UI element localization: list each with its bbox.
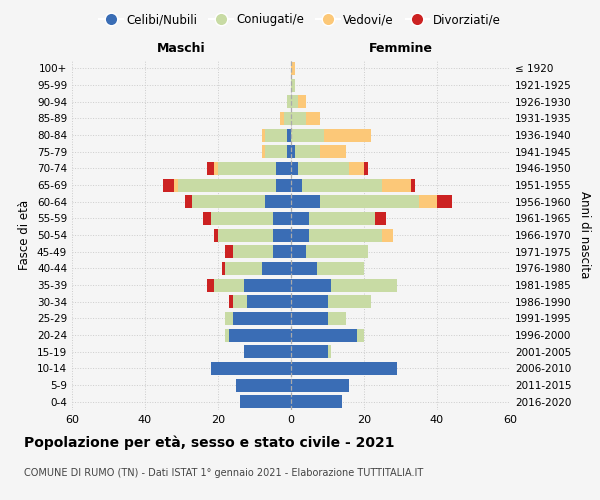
Bar [214, 162, 218, 175]
Bar [320, 195, 419, 208]
Bar [185, 195, 193, 208]
Bar [262, 128, 265, 141]
Bar [226, 312, 233, 325]
Bar [273, 245, 291, 258]
Bar [277, 178, 291, 192]
Bar [320, 145, 346, 158]
Bar [298, 95, 305, 108]
Legend: Celibi/Nubili, Coniugati/e, Vedovi/e, Divorziati/e: Celibi/Nubili, Coniugati/e, Vedovi/e, Di… [95, 8, 505, 31]
Y-axis label: Fasce di età: Fasce di età [19, 200, 31, 270]
Bar [375, 212, 386, 225]
Bar [291, 145, 295, 158]
Bar [331, 278, 397, 291]
Bar [218, 162, 277, 175]
Bar [364, 162, 368, 175]
Bar [437, 195, 452, 208]
Y-axis label: Anni di nascita: Anni di nascita [578, 192, 591, 278]
Bar [229, 328, 291, 342]
Bar [295, 145, 320, 158]
Bar [412, 178, 415, 192]
Bar [302, 178, 382, 192]
Bar [291, 178, 302, 192]
Bar [291, 228, 309, 241]
Bar [244, 345, 291, 358]
Bar [291, 362, 397, 375]
Bar [291, 195, 320, 208]
Bar [382, 178, 412, 192]
Bar [262, 145, 265, 158]
Bar [291, 128, 324, 141]
Bar [244, 278, 291, 291]
Bar [291, 345, 328, 358]
Bar [291, 78, 295, 92]
Bar [291, 212, 309, 225]
Bar [328, 345, 331, 358]
Bar [265, 195, 291, 208]
Bar [291, 395, 342, 408]
Bar [324, 128, 371, 141]
Bar [193, 195, 265, 208]
Bar [328, 312, 346, 325]
Bar [287, 145, 291, 158]
Bar [233, 312, 291, 325]
Bar [207, 162, 214, 175]
Bar [207, 278, 214, 291]
Bar [211, 212, 273, 225]
Bar [265, 128, 287, 141]
Bar [291, 328, 356, 342]
Bar [262, 262, 291, 275]
Text: COMUNE DI RUMO (TN) - Dati ISTAT 1° gennaio 2021 - Elaborazione TUTTITALIA.IT: COMUNE DI RUMO (TN) - Dati ISTAT 1° genn… [24, 468, 423, 477]
Bar [287, 128, 291, 141]
Text: Popolazione per età, sesso e stato civile - 2021: Popolazione per età, sesso e stato civil… [24, 435, 395, 450]
Bar [221, 262, 226, 275]
Bar [174, 178, 178, 192]
Text: Femmine: Femmine [368, 42, 433, 55]
Bar [273, 228, 291, 241]
Bar [273, 212, 291, 225]
Bar [317, 262, 364, 275]
Bar [236, 378, 291, 392]
Bar [163, 178, 174, 192]
Bar [233, 245, 273, 258]
Bar [356, 328, 364, 342]
Bar [203, 212, 211, 225]
Bar [305, 112, 320, 125]
Bar [226, 245, 233, 258]
Bar [287, 95, 291, 108]
Bar [305, 245, 368, 258]
Bar [309, 228, 382, 241]
Bar [298, 162, 349, 175]
Bar [291, 295, 328, 308]
Bar [309, 212, 375, 225]
Bar [265, 145, 287, 158]
Bar [178, 178, 277, 192]
Bar [382, 228, 393, 241]
Bar [277, 162, 291, 175]
Bar [291, 112, 305, 125]
Bar [291, 278, 331, 291]
Bar [211, 362, 291, 375]
Bar [218, 228, 273, 241]
Bar [233, 295, 247, 308]
Text: Maschi: Maschi [157, 42, 206, 55]
Bar [349, 162, 364, 175]
Bar [291, 262, 317, 275]
Bar [419, 195, 437, 208]
Bar [280, 112, 284, 125]
Bar [247, 295, 291, 308]
Bar [291, 62, 295, 75]
Bar [291, 378, 349, 392]
Bar [291, 162, 298, 175]
Bar [291, 95, 298, 108]
Bar [229, 295, 233, 308]
Bar [284, 112, 291, 125]
Bar [226, 262, 262, 275]
Bar [214, 228, 218, 241]
Bar [226, 328, 229, 342]
Bar [240, 395, 291, 408]
Bar [328, 295, 371, 308]
Bar [214, 278, 244, 291]
Bar [291, 245, 305, 258]
Bar [291, 312, 328, 325]
